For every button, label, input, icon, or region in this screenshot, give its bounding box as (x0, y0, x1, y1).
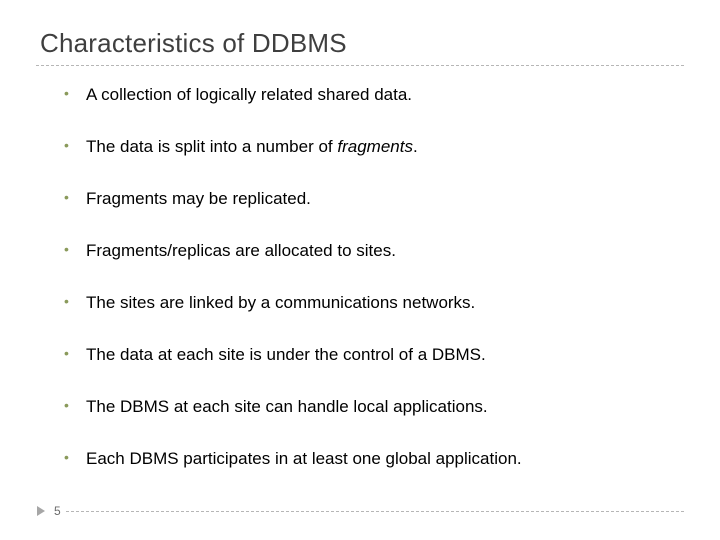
slide: Characteristics of DDBMS A collection of… (0, 0, 720, 540)
bullet-text: A collection of logically related shared… (86, 85, 412, 104)
bullet-text-prefix: The data is split into a number of (86, 137, 337, 156)
divider-top (36, 65, 684, 66)
divider-bottom (66, 511, 684, 512)
list-item: Each DBMS participates in at least one g… (64, 448, 680, 471)
bullet-text: The DBMS at each site can handle local a… (86, 397, 488, 416)
slide-title: Characteristics of DDBMS (40, 28, 680, 59)
page-marker: 5 (36, 504, 61, 518)
bullet-text-suffix: . (413, 137, 418, 156)
list-item: The sites are linked by a communications… (64, 292, 680, 315)
bullet-list: A collection of logically related shared… (40, 84, 680, 471)
page-number: 5 (54, 504, 61, 518)
list-item: A collection of logically related shared… (64, 84, 680, 107)
bullet-text: Each DBMS participates in at least one g… (86, 449, 522, 468)
footer: 5 (36, 504, 684, 522)
marker-icon (36, 505, 48, 517)
list-item: Fragments/replicas are allocated to site… (64, 240, 680, 263)
list-item: The data at each site is under the contr… (64, 344, 680, 367)
bullet-text: Fragments/replicas are allocated to site… (86, 241, 396, 260)
list-item: The data is split into a number of fragm… (64, 136, 680, 159)
bullet-text: The data at each site is under the contr… (86, 345, 486, 364)
list-item: Fragments may be replicated. (64, 188, 680, 211)
list-item: The DBMS at each site can handle local a… (64, 396, 680, 419)
bullet-text-italic: fragments (337, 137, 413, 156)
bullet-text: Fragments may be replicated. (86, 189, 311, 208)
bullet-text: The sites are linked by a communications… (86, 293, 475, 312)
